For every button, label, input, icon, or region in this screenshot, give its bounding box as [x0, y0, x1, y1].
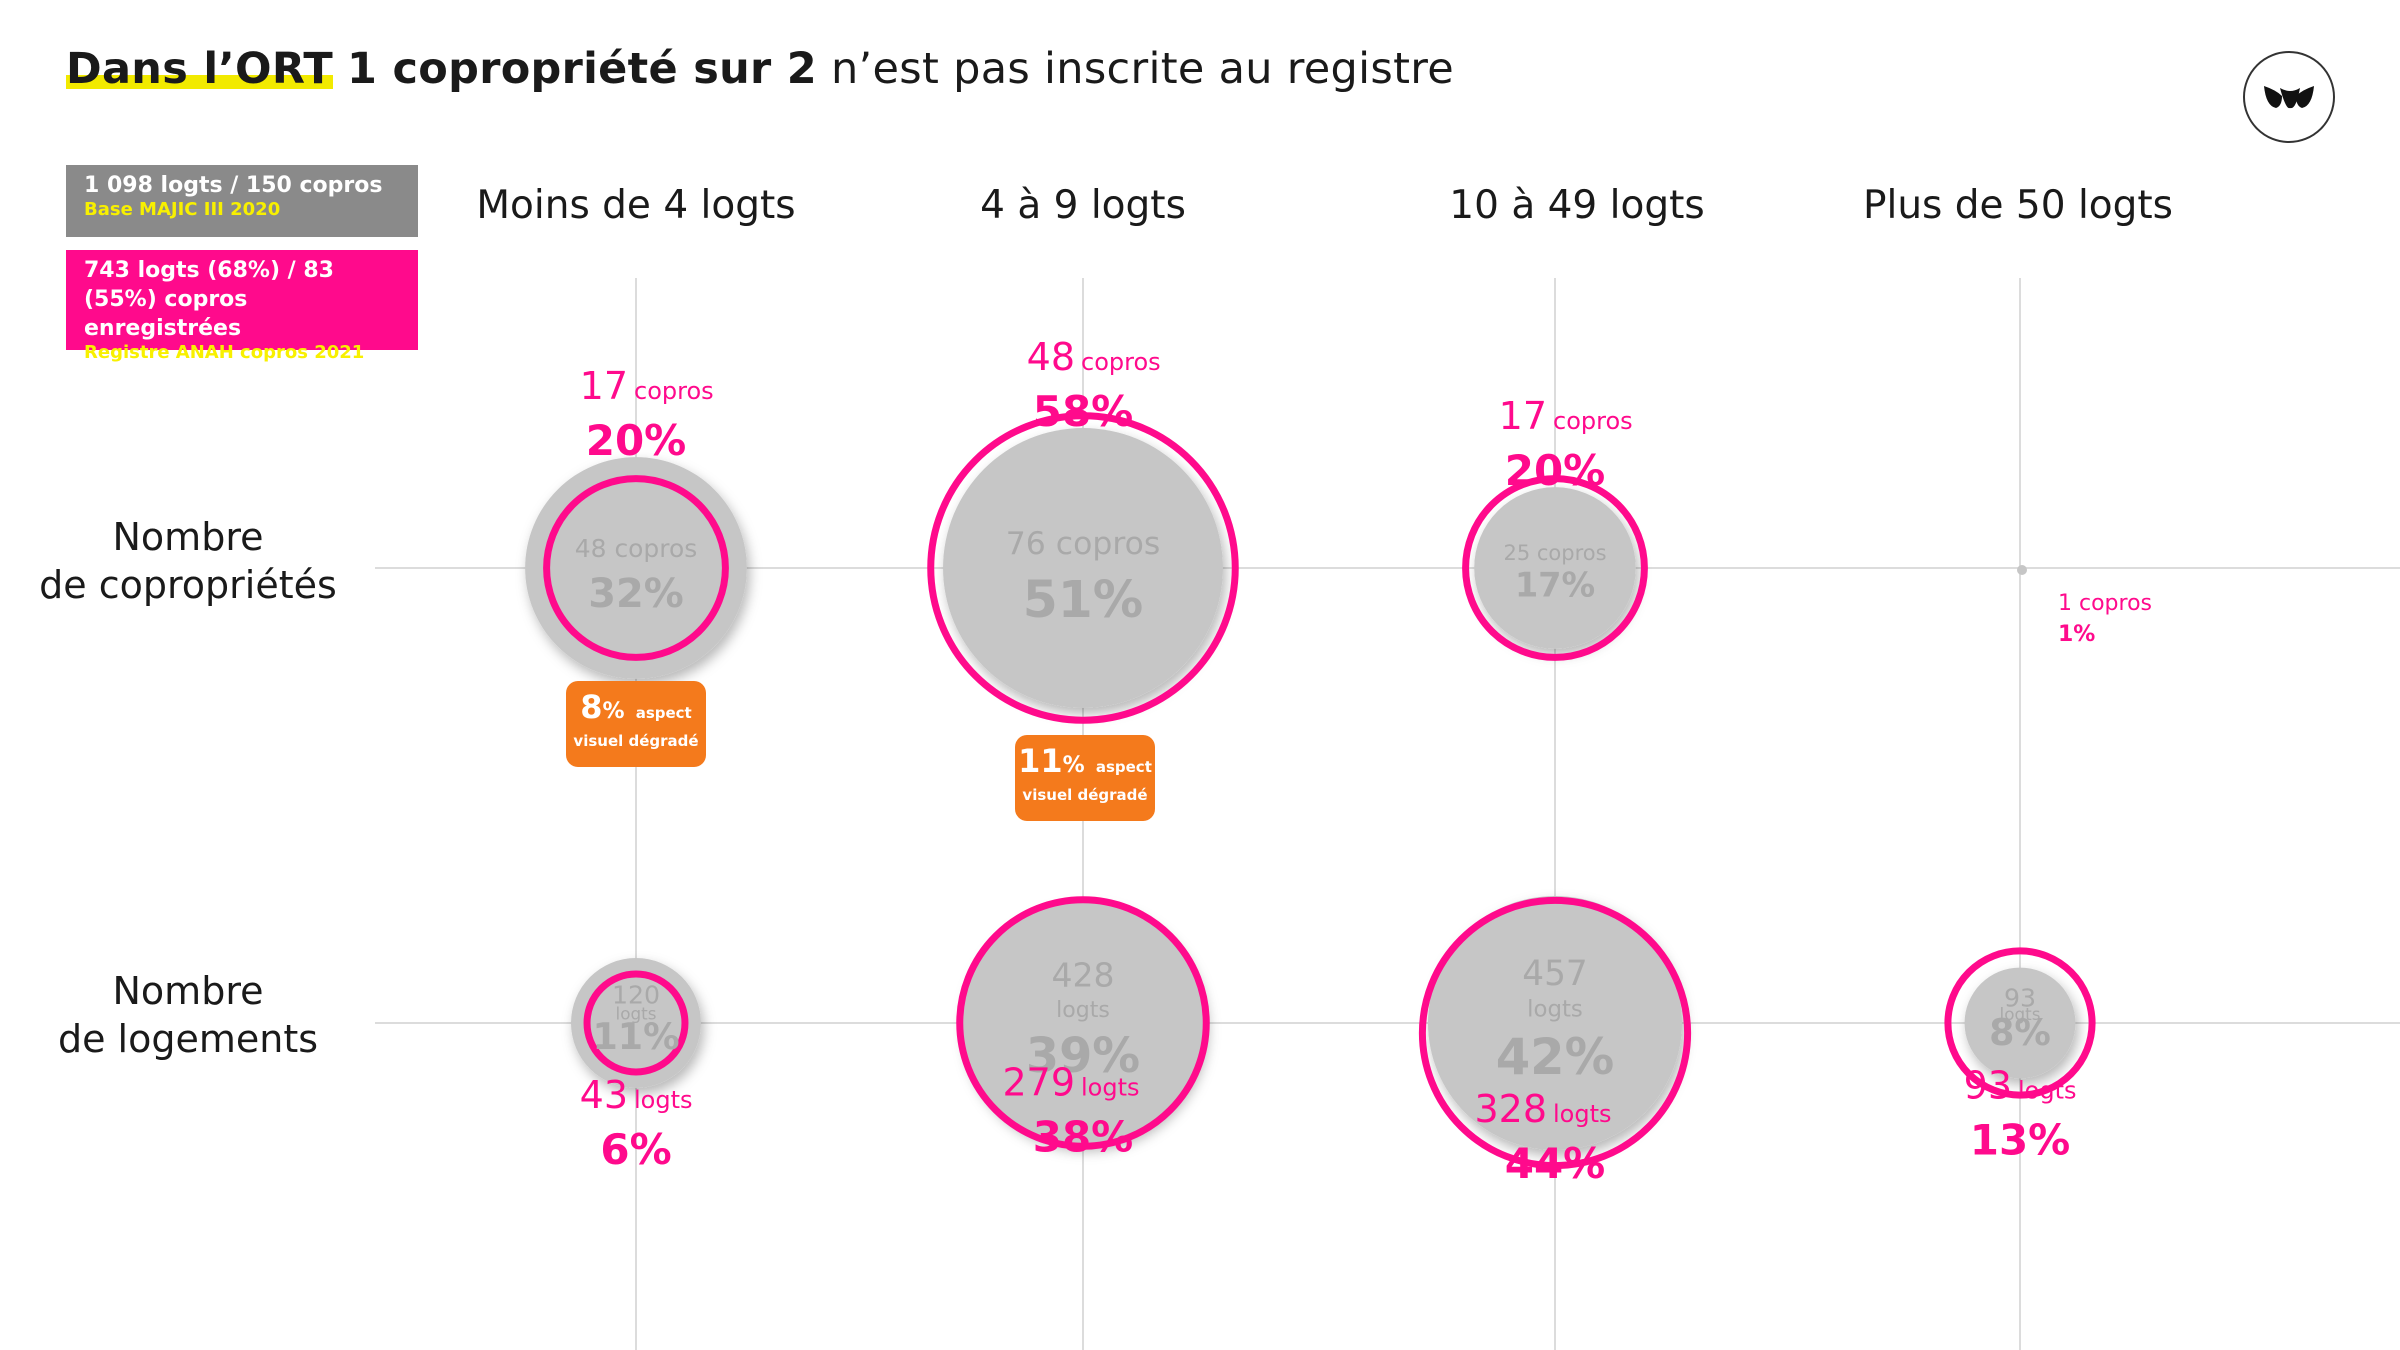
- label-reg-logts-1: 279: [1002, 1060, 1075, 1104]
- title-rest: n’est pas inscrite au registre: [831, 44, 1455, 94]
- legend-anah: 743 logts (68%) / 83 (55%) copros enregi…: [66, 250, 418, 363]
- bubble-total-copros-0: [525, 457, 747, 679]
- row-header-copros-line1: Nombre: [112, 515, 264, 559]
- page-title: Dans l’ORT 1 copropriété sur 2 n’est pas…: [66, 44, 1454, 94]
- label-total-unit-logts-3: logts: [2000, 1004, 2041, 1024]
- label-total-pct-logts-2: 42%: [1496, 1028, 1615, 1086]
- badge-degraded-lt4-desc: visuel dégradé: [573, 732, 699, 750]
- title-highlight: Dans l’ORT: [66, 44, 334, 94]
- label-total-pct-copros-3: 1%: [2058, 622, 2095, 647]
- label-reg-pct-copros-1: 58%: [1033, 387, 1134, 436]
- row-header-copros: Nombre de copropriétés: [39, 513, 337, 609]
- legend-majic-label: 1 098 logts / 150 copros: [84, 173, 383, 198]
- label-total-logts-0: 120: [612, 980, 660, 1009]
- badge-degraded-4-9-pct: 11: [1018, 742, 1063, 780]
- label-reg-pct-logts-2: 44%: [1505, 1139, 1606, 1188]
- label-reg-unit-logts-2: logts: [1553, 1100, 1612, 1128]
- label-total-pct-logts-0: 11%: [592, 1015, 679, 1058]
- bubble-registered-logts-2: [1418, 896, 1692, 1170]
- badge-degraded-lt4-sign: %: [602, 699, 625, 724]
- label-reg-pct-logts-3: 13%: [1970, 1115, 2071, 1164]
- label-total-pct-copros-0: 32%: [588, 571, 684, 617]
- bubble-total-logts-0: [570, 957, 702, 1089]
- label-reg-pct-copros-2: 20%: [1505, 446, 1606, 495]
- label-total-pct-logts-1: 39%: [1026, 1029, 1140, 1084]
- label-reg-unit-copros-2: copros: [1553, 407, 1633, 435]
- label-total-unit-logts-1: logts: [1056, 998, 1110, 1023]
- label-reg-unit-copros-1: copros: [1081, 348, 1161, 376]
- badge-degraded-4-9-sign: %: [1062, 753, 1085, 778]
- label-reg-unit-logts-1: logts: [1081, 1073, 1140, 1101]
- label-total-logts-1: 428: [1051, 955, 1114, 994]
- bubble-registered-logts-3: [1944, 947, 2096, 1099]
- chart-grid: [375, 278, 2400, 1350]
- column-header-lt4: Moins de 4 logts: [476, 183, 796, 228]
- legend-anah-source: Registre ANAH copros 2021: [84, 342, 365, 363]
- bubble-registered-logts-1: [956, 896, 1210, 1150]
- label-reg-copros-0: 17: [580, 364, 628, 408]
- bubble-total-copros-3: [2017, 565, 2027, 575]
- label-total-copros-1: 76 copros: [1006, 526, 1161, 562]
- label-reg-unit-copros-0: copros: [634, 377, 714, 405]
- badge-degraded-4-9-aspect: aspect: [1095, 758, 1152, 776]
- brand-logo: [2243, 51, 2335, 143]
- bubble-registered-copros-2: [1462, 475, 1648, 661]
- label-total-pct-copros-2: 17%: [1515, 565, 1595, 604]
- bubble-registered-copros-0: [543, 475, 729, 661]
- label-total-pct-logts-3: 8%: [1989, 1011, 2051, 1054]
- bubble-registered-logts-0: [583, 970, 689, 1076]
- badge-degraded-lt4: 8% aspect visuel dégradé: [566, 681, 706, 767]
- label-reg-unit-logts-3: logts: [2018, 1076, 2077, 1104]
- legend-anah-line2: (55%) copros enregistrées: [84, 287, 248, 341]
- legend-majic: 1 098 logts / 150 copros Base MAJIC III …: [66, 165, 418, 237]
- label-reg-pct-logts-1: 38%: [1033, 1112, 1134, 1161]
- label-total-logts-2: 457: [1522, 954, 1587, 994]
- chart-bubbles: [525, 412, 2096, 1170]
- bubble-total-copros-2: [1474, 487, 1636, 649]
- label-total-logts-3: 93: [2004, 983, 2036, 1012]
- bubble-total-logts-3: [1964, 967, 2076, 1079]
- column-header-10-49: 10 à 49 logts: [1449, 183, 1705, 228]
- badge-degraded-4-9: 11% aspect visuel dégradé: [1015, 735, 1155, 821]
- badge-degraded-lt4-aspect: aspect: [635, 704, 692, 722]
- column-header-gt50: Plus de 50 logts: [1862, 183, 2174, 228]
- row-header-logts-line1: Nombre: [112, 969, 264, 1013]
- column-header-4-9: 4 à 9 logts: [980, 183, 1186, 228]
- label-reg-logts-3: 93: [1964, 1063, 2012, 1107]
- label-total-unit-logts-2: logts: [1527, 997, 1583, 1023]
- label-reg-pct-logts-0: 6%: [600, 1125, 671, 1174]
- title-bold: 1 copropriété sur 2: [347, 44, 818, 94]
- badge-degraded-lt4-pct: 8: [580, 688, 603, 726]
- bubble-total-logts-1: [960, 900, 1206, 1146]
- label-reg-logts-0: 43: [580, 1073, 628, 1117]
- bubble-registered-copros-1: [927, 412, 1239, 724]
- bubble-total-logts-2: [1427, 895, 1683, 1151]
- badge-degraded-4-9-desc: visuel dégradé: [1022, 786, 1148, 804]
- legend-anah-line1: 743 logts (68%) / 83: [84, 258, 334, 283]
- row-header-copros-line2: de copropriétés: [39, 563, 337, 607]
- label-reg-logts-2: 328: [1474, 1087, 1547, 1131]
- bubble-total-copros-1: [943, 428, 1223, 708]
- label-total-copros-2: 25 copros: [1503, 541, 1606, 565]
- label-reg-copros-2: 17: [1499, 394, 1547, 438]
- row-header-logts: Nombre de logements: [58, 967, 318, 1063]
- label-reg-copros-1: 48: [1027, 335, 1075, 379]
- label-total-unit-logts-0: logts: [616, 1004, 657, 1024]
- legend-majic-source: Base MAJIC III 2020: [84, 199, 281, 220]
- label-reg-pct-copros-0: 20%: [586, 416, 687, 465]
- row-header-logts-line2: de logements: [57, 1017, 319, 1061]
- label-total-copros-3: 1 copros: [2058, 591, 2152, 616]
- label-total-copros-0: 48 copros: [575, 534, 697, 563]
- label-total-pct-copros-1: 51%: [1023, 570, 1144, 629]
- label-reg-unit-logts-0: logts: [634, 1086, 693, 1114]
